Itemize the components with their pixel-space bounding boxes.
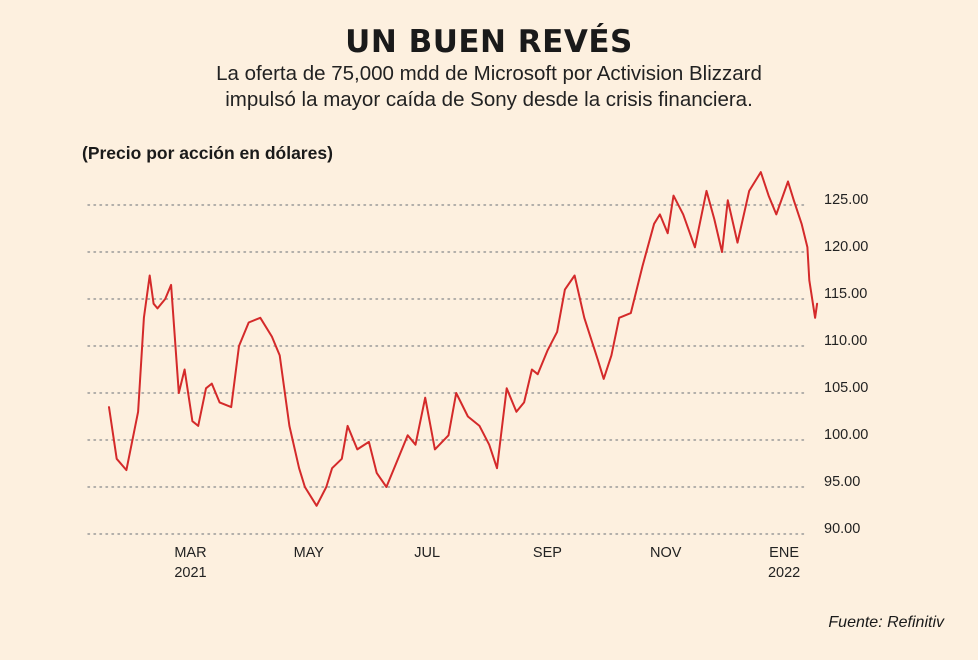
source-note: Fuente: Refinitiv [828,614,944,631]
y-tick-label: 110.00 [824,333,867,349]
subtitle-line-2: impulsó la mayor caída de Sony desde la … [225,88,753,111]
x-tick-label: MAY [294,545,325,561]
y-tick-label: 120.00 [824,239,868,255]
subtitle-line-1: La oferta de 75,000 mdd de Microsoft por… [216,62,762,85]
y-tick-label: 115.00 [824,286,867,302]
y-tick-label: 95.00 [824,474,860,490]
y-tick-label: 105.00 [824,380,868,396]
x-tick-label: SEP [533,545,562,561]
chart-subtitle: La oferta de 75,000 mdd de Microsoft por… [0,61,978,113]
x-tick-label: JUL [414,545,440,561]
chart-title: UN BUEN REVÉS [345,24,633,60]
x-tick-label: ENE [769,545,799,561]
y-axis-unit-label: (Precio por acción en dólares) [82,143,333,163]
x-tick-year-label: 2022 [768,565,800,581]
y-tick-label: 125.00 [824,192,868,208]
y-tick-label: 90.00 [824,521,860,537]
x-tick-year-label: 2021 [174,565,206,581]
y-tick-label: 100.00 [824,427,868,443]
x-tick-label: NOV [650,545,682,561]
x-tick-label: MAR [174,545,206,561]
series-line-0 [108,171,819,507]
